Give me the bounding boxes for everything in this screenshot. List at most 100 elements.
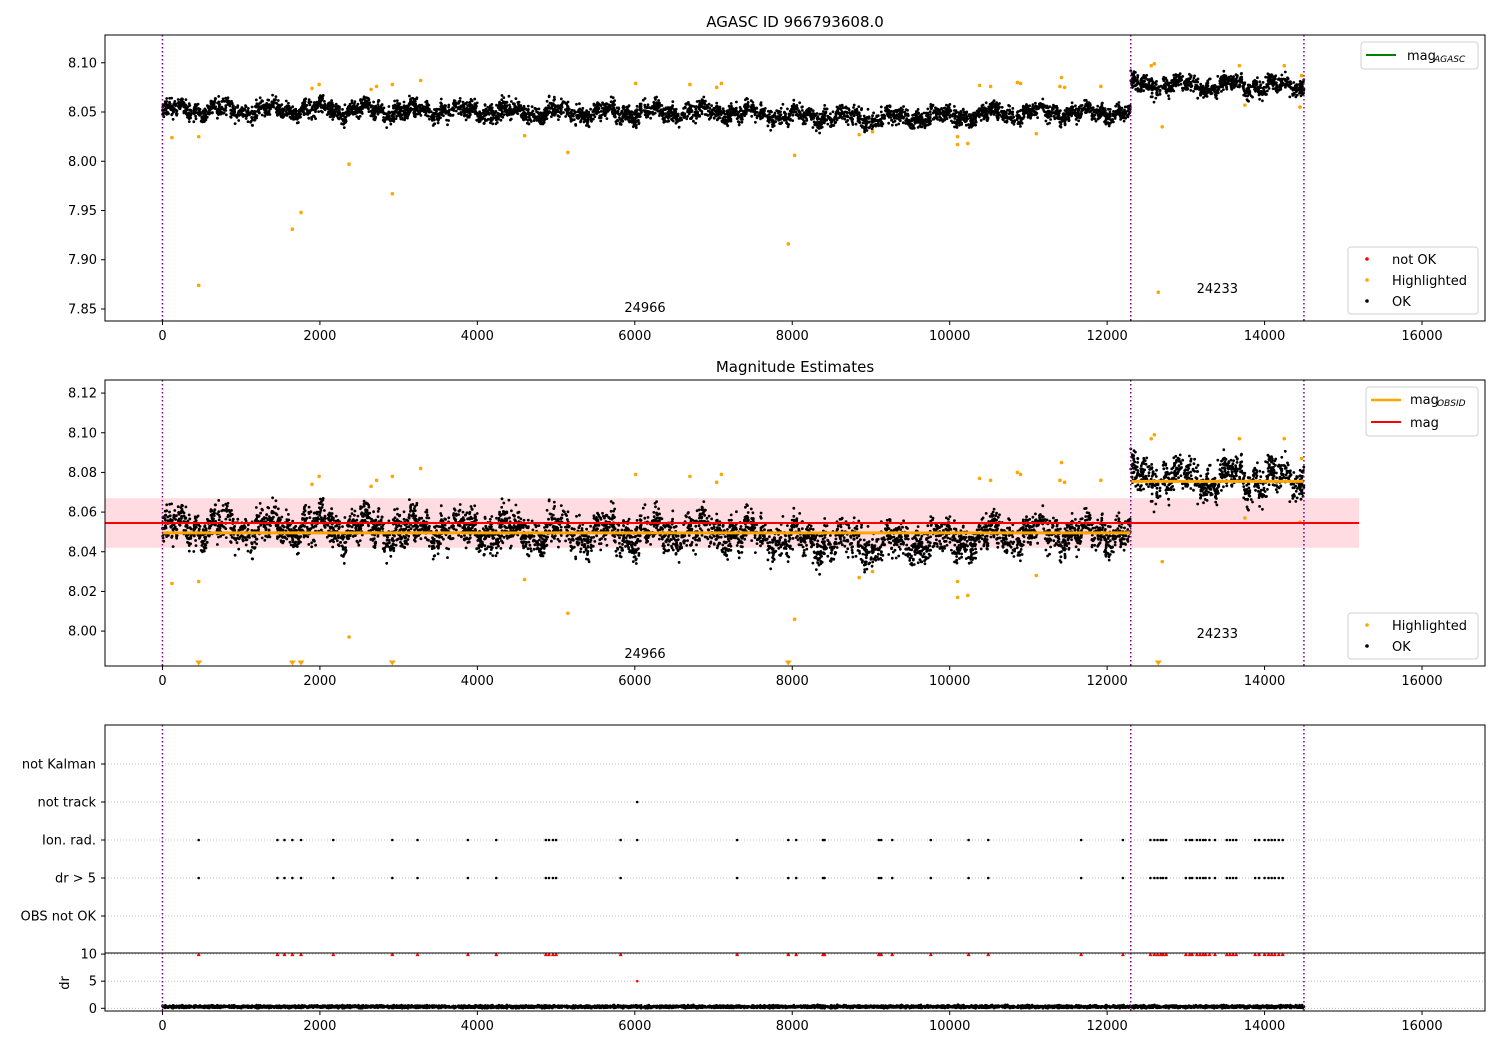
ok-points — [161, 69, 1306, 135]
ok-point — [960, 113, 964, 117]
ok-point — [885, 107, 889, 111]
ok-point — [243, 113, 247, 117]
ok-point — [1108, 112, 1111, 116]
ok-point — [997, 111, 1000, 115]
ok-point — [586, 116, 589, 119]
ok-point — [840, 110, 844, 113]
ok-point — [834, 112, 838, 116]
ok-point — [169, 108, 173, 111]
ok-point — [863, 129, 867, 133]
ok-point — [637, 115, 641, 118]
ok-point — [309, 100, 313, 104]
ok-point — [341, 112, 345, 115]
ok-point — [372, 105, 375, 108]
ok-point — [330, 101, 334, 105]
ok-point — [271, 101, 274, 104]
ok-point — [331, 118, 335, 121]
ok-point — [814, 129, 818, 133]
ok-point — [531, 115, 535, 118]
ok-point — [685, 117, 689, 121]
ok-point — [732, 112, 736, 116]
ok-point — [526, 108, 530, 112]
ok-point — [690, 110, 693, 114]
ok-point — [502, 96, 506, 99]
ok-point — [710, 104, 713, 107]
ok-point — [574, 111, 577, 114]
ok-point — [1106, 107, 1110, 111]
ok-point — [1003, 120, 1007, 123]
ok-point — [580, 112, 584, 116]
ok-point — [433, 108, 437, 112]
ok-point — [671, 104, 674, 108]
ok-point — [1262, 88, 1266, 92]
ok-point — [447, 105, 450, 109]
ok-point — [868, 120, 871, 124]
ok-point — [799, 115, 803, 119]
ok-point — [254, 98, 258, 102]
ok-point — [645, 106, 649, 110]
ok-point — [808, 111, 812, 115]
ok-point — [571, 114, 574, 118]
ok-point — [646, 115, 650, 119]
ok-point — [637, 122, 641, 126]
ok-point — [270, 105, 273, 109]
ok-point — [695, 105, 698, 108]
ok-point — [306, 109, 310, 112]
ok-point — [695, 117, 698, 120]
ok-point — [835, 118, 839, 122]
ok-point — [478, 112, 482, 116]
ok-point — [483, 104, 487, 107]
ok-point — [824, 107, 828, 111]
ok-point — [366, 106, 369, 109]
ok-point — [827, 116, 830, 120]
ok-point — [230, 101, 234, 105]
ok-point — [1034, 101, 1037, 105]
ok-point — [407, 109, 410, 113]
ok-point — [746, 101, 750, 104]
ok-point — [980, 104, 984, 108]
ok-point — [871, 114, 874, 118]
ok-point — [1140, 76, 1144, 80]
ok-point — [402, 104, 406, 108]
ok-point — [1007, 112, 1011, 116]
ok-point — [625, 105, 629, 109]
ok-point — [569, 119, 573, 123]
ok-point — [447, 103, 451, 107]
ok-point — [985, 114, 989, 118]
ok-point — [976, 112, 980, 116]
ok-point — [552, 95, 556, 99]
ok-point — [1036, 105, 1040, 109]
ok-point — [1000, 105, 1004, 109]
ok-point — [237, 119, 241, 122]
ok-point — [557, 118, 560, 121]
ok-point — [342, 126, 346, 129]
ok-point — [1081, 107, 1084, 111]
ok-point — [183, 105, 187, 109]
ok-point — [967, 123, 970, 127]
ok-point — [945, 103, 948, 107]
ok-point — [773, 113, 776, 117]
ok-point — [954, 121, 958, 124]
ok-point — [489, 121, 492, 125]
ok-point — [1115, 110, 1119, 114]
ok-point — [1126, 109, 1130, 113]
ok-point — [1113, 117, 1117, 120]
ok-point — [584, 119, 588, 123]
ok-point — [485, 110, 489, 113]
ok-point — [1069, 113, 1072, 116]
ok-point — [694, 121, 697, 125]
ok-point — [602, 109, 605, 113]
ok-point — [463, 107, 466, 111]
ok-point — [595, 104, 598, 108]
ok-point — [1018, 109, 1022, 113]
ok-point — [522, 104, 526, 108]
ok-point — [220, 100, 224, 103]
ok-point — [542, 111, 545, 114]
ok-point — [631, 113, 634, 116]
ok-point — [884, 109, 887, 112]
ok-point — [1048, 121, 1051, 125]
ok-point — [830, 123, 833, 127]
ok-point — [1103, 113, 1107, 117]
ok-point — [691, 104, 694, 108]
ok-point — [667, 113, 670, 116]
